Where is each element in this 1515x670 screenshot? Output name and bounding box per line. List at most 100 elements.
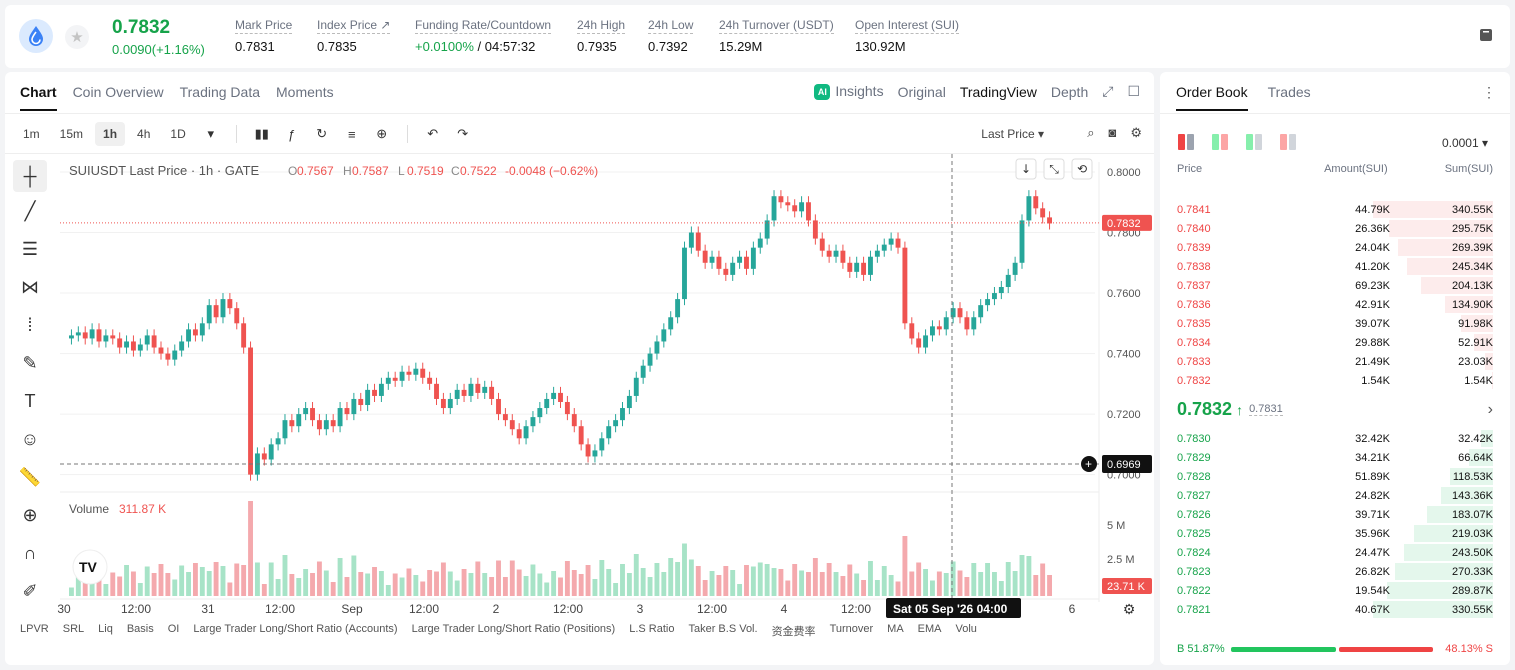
redo-icon[interactable]: ↷ — [457, 126, 469, 141]
indicators-icon[interactable]: ƒ — [288, 126, 296, 142]
indicator-9[interactable]: 资金费率 — [771, 626, 816, 638]
maximize-icon[interactable]: ☐ — [1127, 83, 1140, 100]
stat-value: +0.0100% / 04:57:32 — [415, 39, 551, 54]
indicator-12[interactable]: EMA — [917, 623, 942, 635]
emoji-icon[interactable]: ☺ — [20, 428, 40, 449]
tab-coin-overview[interactable]: Coin Overview — [72, 84, 164, 100]
magnet-icon[interactable]: ∩ — [23, 542, 37, 563]
ask-row[interactable]: 0.7836 42.91K 134.90K — [1160, 295, 1510, 314]
timeframe-dropdown-icon[interactable]: ▾ — [207, 126, 214, 141]
timeframe-15m[interactable]: 15m — [59, 127, 84, 141]
bid-row[interactable]: 0.7828 51.89K 118.53K — [1160, 467, 1510, 486]
indicator-3[interactable]: Basis — [126, 623, 154, 635]
view-asks-icon[interactable] — [1280, 134, 1296, 150]
timeframe-1d[interactable]: 1D — [170, 127, 186, 141]
timeframe-4h[interactable]: 4h — [137, 127, 151, 141]
indicator-13[interactable]: Volu — [955, 623, 977, 635]
indicator-8[interactable]: Taker B.S Vol. — [688, 623, 758, 635]
volume-bar — [103, 584, 109, 596]
ask-row[interactable]: 0.7832 1.54K 1.54K — [1160, 371, 1510, 390]
tab-insights[interactable]: AI Insights — [814, 83, 884, 101]
text-icon[interactable]: T — [24, 390, 36, 411]
brush-icon[interactable]: ✎ — [22, 352, 38, 373]
indicator-1[interactable]: SRL — [62, 623, 85, 635]
view-both-icon[interactable] — [1178, 134, 1194, 150]
gear-icon[interactable]: ⚙ — [1130, 125, 1142, 140]
volume-bar — [564, 561, 570, 596]
crosshair-icon[interactable]: ┼ — [13, 160, 47, 192]
pattern-icon[interactable]: ⋈ — [21, 276, 39, 297]
view-bids-icon[interactable] — [1246, 134, 1262, 150]
chevron-right-icon[interactable]: › — [1487, 400, 1493, 418]
ask-row[interactable]: 0.7834 29.88K 52.91K — [1160, 333, 1510, 352]
ruler-icon[interactable]: 📏 — [18, 466, 42, 487]
candle-type-icon[interactable]: ▮▮ — [254, 126, 269, 141]
horizontal-lines-icon[interactable]: ☰ — [21, 238, 39, 259]
ask-row[interactable]: 0.7841 44.79K 340.55K — [1160, 200, 1510, 219]
undo-icon[interactable]: ↶ — [427, 126, 439, 141]
templates-icon[interactable]: ≡ — [347, 126, 356, 142]
zoom-in-icon[interactable]: ⊕ — [22, 504, 38, 525]
ask-row[interactable]: 0.7838 41.20K 245.34K — [1160, 257, 1510, 276]
camera-icon[interactable]: ◙ — [1108, 125, 1117, 140]
tab-original[interactable]: Original — [897, 83, 946, 100]
bid-row[interactable]: 0.7826 39.71K 183.07K — [1160, 505, 1510, 524]
volume-bar — [778, 569, 784, 596]
expand-icon[interactable]: ⤢ — [1102, 83, 1114, 100]
stat-value: 0.7392 — [648, 39, 688, 54]
bid-row[interactable]: 0.7827 24.82K 143.36K — [1160, 486, 1510, 505]
fib-icon[interactable]: ⁞ — [27, 314, 33, 335]
indicator-11[interactable]: MA — [887, 623, 904, 635]
search-icon[interactable]: ⌕ — [1087, 125, 1095, 140]
ask-row[interactable]: 0.7840 26.36K 295.75K — [1160, 219, 1510, 238]
tab-moments[interactable]: Moments — [276, 84, 334, 100]
candle — [137, 344, 143, 351]
indicator-7[interactable]: L.S Ratio — [629, 623, 675, 635]
stat-label[interactable]: Mark Price — [235, 18, 293, 34]
tab-order-book[interactable]: Order Book — [1176, 84, 1248, 111]
tab-depth[interactable]: Depth — [1050, 83, 1089, 100]
stat-label[interactable]: Open Interest (SUI) — [855, 18, 960, 34]
ask-row[interactable]: 0.7833 21.49K 23.03K — [1160, 352, 1510, 371]
bid-row[interactable]: 0.7830 32.42K 32.42K — [1160, 429, 1510, 448]
candle — [613, 420, 619, 427]
row-sum: 91.98K — [1458, 317, 1493, 330]
candle — [172, 350, 178, 360]
indicator-2[interactable]: Liq — [98, 623, 113, 635]
ask-row[interactable]: 0.7837 69.23K 204.13K — [1160, 276, 1510, 295]
indicator-5[interactable]: Large Trader Long/Short Ratio (Accounts) — [193, 623, 398, 635]
bid-row[interactable]: 0.7825 35.96K 219.03K — [1160, 524, 1510, 543]
mid-price-row[interactable]: 0.7832 ↑ 0.7831 › — [1177, 399, 1493, 420]
tab-tradingview[interactable]: TradingView — [959, 83, 1037, 100]
indicator-0[interactable]: LPVR — [20, 623, 49, 635]
favorite-star-icon[interactable]: ★ — [65, 25, 89, 49]
timeframe-1m[interactable]: 1m — [23, 127, 40, 141]
tab-chart[interactable]: Chart — [20, 84, 57, 111]
stat-label[interactable]: Funding Rate/Countdown — [415, 18, 552, 34]
add-alert-icon[interactable]: ⊕ — [376, 126, 388, 141]
ask-row[interactable]: 0.7835 39.07K 91.98K — [1160, 314, 1510, 333]
pencil-icon[interactable]: ✐ — [22, 580, 38, 601]
timeframe-1h[interactable]: 1h — [95, 122, 126, 146]
divider — [235, 125, 237, 143]
more-icon[interactable]: ⋮ — [1482, 84, 1496, 100]
bid-row[interactable]: 0.7821 40.67K 330.55K — [1160, 600, 1510, 619]
price-type-select[interactable]: Last Price ▾ — [981, 127, 1044, 141]
stat-label[interactable]: Index Price ↗ — [317, 18, 391, 34]
guide-book-icon[interactable] — [1478, 27, 1496, 45]
tab-trading-data[interactable]: Trading Data — [179, 84, 261, 100]
tab-trades[interactable]: Trades — [1267, 84, 1311, 100]
bid-row[interactable]: 0.7822 19.54K 289.87K — [1160, 581, 1510, 600]
trend-line-icon[interactable]: ╱ — [24, 200, 36, 221]
price-chart[interactable]: 0.80000.78000.76000.74000.72000.7000SUIU… — [5, 72, 1154, 665]
bid-row[interactable]: 0.7829 34.21K 66.64K — [1160, 448, 1510, 467]
bid-row[interactable]: 0.7824 24.47K 243.50K — [1160, 543, 1510, 562]
replay-icon[interactable]: ↻ — [316, 126, 328, 141]
ask-row[interactable]: 0.7839 24.04K 269.39K — [1160, 238, 1510, 257]
indicator-4[interactable]: OI — [167, 623, 180, 635]
precision-select[interactable]: 0.0001 ▾ — [1441, 136, 1488, 150]
bid-row[interactable]: 0.7823 26.82K 270.33K — [1160, 562, 1510, 581]
view-both-alt-icon[interactable] — [1212, 134, 1228, 150]
indicator-6[interactable]: Large Trader Long/Short Ratio (Positions… — [411, 623, 616, 635]
indicator-10[interactable]: Turnover — [829, 623, 874, 635]
